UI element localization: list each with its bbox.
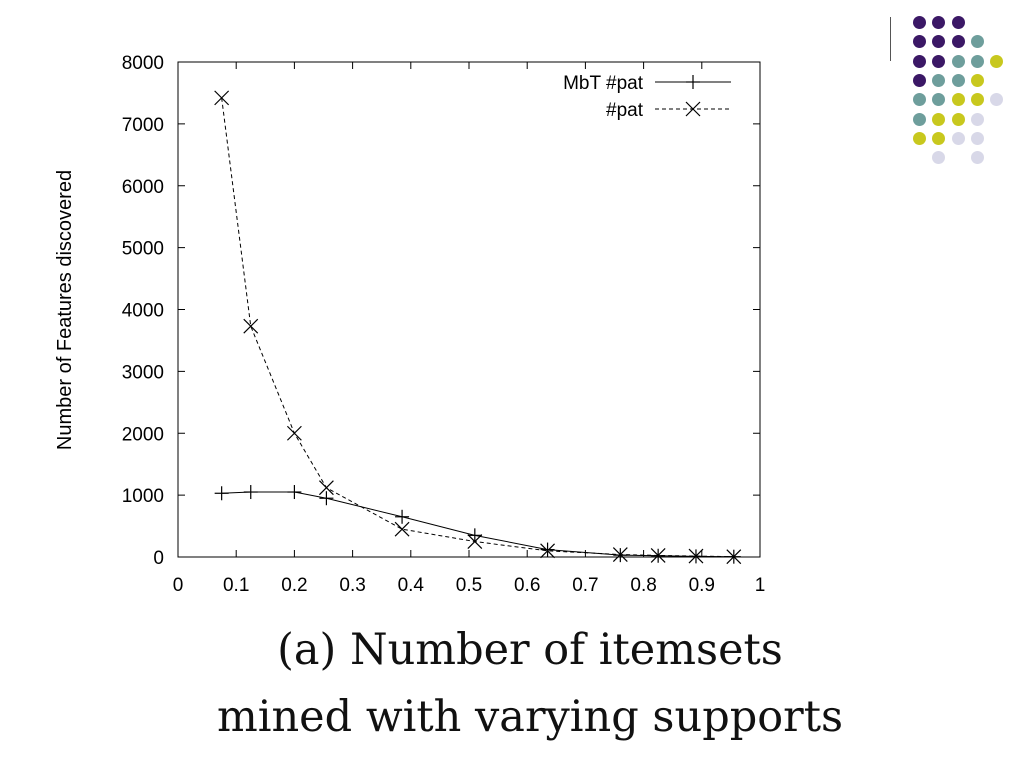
x-tick-label: 0	[173, 575, 184, 596]
y-tick-label: 2000	[122, 424, 164, 445]
x-tick-label: 1	[755, 575, 766, 596]
data-point-2	[540, 543, 555, 559]
decorative-dot	[951, 16, 965, 29]
legend-label-1: MbT #pat	[563, 73, 644, 94]
data-point-2	[394, 521, 410, 537]
decorative-dot	[913, 131, 926, 145]
decorative-dot	[932, 35, 946, 49]
decorative-dot	[932, 93, 946, 107]
decorative-dot	[913, 112, 926, 126]
legend-marker-1	[686, 75, 700, 89]
x-tick-label: 0.5	[456, 575, 482, 596]
x-tick-label: 0.6	[514, 575, 540, 596]
y-tick-label: 6000	[122, 177, 164, 198]
decorative-dot	[951, 54, 965, 68]
decorative-dot	[913, 93, 926, 107]
decorative-dot	[970, 73, 984, 87]
decorative-dot	[932, 16, 946, 29]
decorative-dot	[990, 93, 1004, 107]
data-point-2	[650, 548, 666, 563]
y-tick-label: 4000	[122, 301, 164, 322]
y-tick-label: 0	[153, 548, 164, 569]
data-point-2	[726, 549, 742, 565]
x-tick-label: 0.2	[281, 575, 307, 596]
decorative-dot	[951, 93, 965, 107]
decorative-dot	[932, 131, 946, 145]
decorative-dot	[932, 73, 946, 87]
y-tick-label: 8000	[122, 53, 164, 74]
data-point-1	[395, 509, 410, 524]
data-point-2	[243, 318, 259, 334]
y-tick-label: 5000	[122, 239, 164, 260]
figure-caption-line-1: (a) Number of itemsets	[277, 625, 783, 675]
decorative-dot	[951, 112, 965, 126]
x-tick-label: 0.3	[339, 575, 365, 596]
decorative-dot	[970, 35, 984, 49]
decorative-dot	[932, 151, 946, 165]
x-tick-label: 0.7	[572, 575, 598, 596]
decorative-dot	[951, 131, 965, 145]
decorative-dot	[970, 93, 984, 107]
decorative-dot	[970, 112, 984, 126]
x-tick-label: 0.8	[630, 575, 656, 596]
decorative-dot	[970, 151, 984, 165]
decorative-dot	[932, 54, 946, 68]
data-point-2	[318, 480, 334, 496]
decorative-dot	[951, 35, 965, 49]
y-tick-label: 1000	[122, 486, 164, 507]
divider-line	[890, 17, 891, 61]
figure-caption-line-2: mined with varying supports	[216, 692, 844, 742]
plot-frame-group	[177, 61, 761, 558]
data-point-2	[612, 547, 628, 562]
x-tick-label: 0.1	[223, 575, 249, 596]
data-point-2	[214, 90, 230, 106]
y-tick-label: 7000	[122, 115, 164, 136]
decorative-dot	[970, 131, 984, 145]
x-tick-label: 0.4	[398, 575, 425, 596]
data-point-1	[467, 528, 482, 543]
decorative-dot	[951, 73, 965, 87]
y-tick-label: 3000	[122, 362, 164, 383]
legend-marker-2	[685, 101, 701, 117]
y-axis-label: Number of Features discovered	[54, 170, 76, 450]
series-line-1	[221, 491, 734, 558]
data-point-1	[540, 542, 555, 557]
series-group	[214, 90, 742, 565]
data-point-1	[319, 491, 334, 506]
decorative-dot	[913, 73, 926, 87]
data-point-2	[688, 548, 704, 564]
decorative-dot	[932, 112, 946, 126]
x-tick-label: 0.9	[689, 575, 715, 596]
decorative-dot	[990, 54, 1004, 68]
series-line-2	[221, 97, 734, 558]
data-point-1	[243, 485, 258, 500]
ticks-group: 0 0.1 0.2 0.3 0.4 0.5 0.6 0.7 0.8 0.9 1 0 1000 2000 30…	[122, 53, 766, 596]
plot-border	[177, 61, 761, 558]
data-point-1	[287, 485, 302, 500]
data-point-1	[214, 486, 229, 501]
decorative-dot	[970, 54, 984, 68]
data-point-2	[286, 425, 302, 441]
decorative-dot	[913, 35, 926, 49]
legend-label-2: #pat	[606, 100, 644, 121]
data-point-2	[467, 534, 483, 549]
legend: MbT #pat #pat	[563, 73, 731, 121]
decorative-dot	[913, 54, 926, 68]
decorative-dot	[913, 16, 926, 29]
